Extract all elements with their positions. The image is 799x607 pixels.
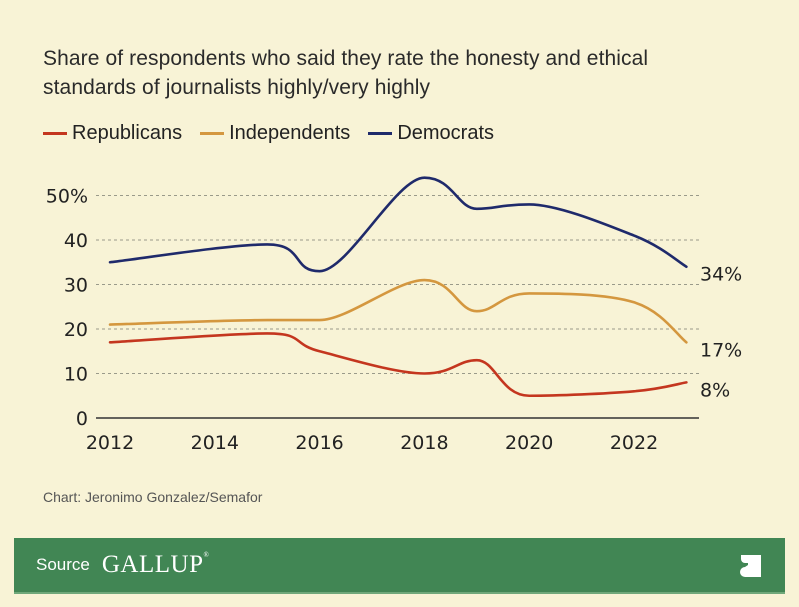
end-labels: 8% 17% 34% (700, 264, 742, 402)
legend-swatch-republicans (43, 132, 67, 135)
y-tick-label: 10 (64, 364, 88, 386)
series-line-democrats (108, 176, 688, 273)
y-tick-label: 0 (76, 408, 88, 430)
legend-item-republicans: Republicans (43, 122, 182, 145)
end-label-independents: 17% (700, 339, 742, 361)
x-tick-label: 2016 (295, 432, 343, 454)
chart-credit: Chart: Jeronimo Gonzalez/Semafor (43, 489, 263, 505)
source-name: GALLUP® (102, 551, 209, 579)
source-footer: Source GALLUP® (14, 538, 785, 594)
legend-swatch-independents (200, 132, 225, 135)
series-lines (108, 176, 688, 398)
y-axis-ticks: 0 10 20 30 40 50% (46, 186, 88, 431)
series-line-independents (108, 278, 688, 344)
legend-label-independents: Independents (229, 122, 351, 144)
legend-item-democrats: Democrats (368, 122, 494, 145)
legend-swatch-democrats (368, 132, 393, 135)
series-line-republicans (108, 332, 688, 398)
x-tick-label: 2018 (400, 432, 448, 454)
x-tick-label: 2020 (505, 432, 553, 454)
legend-label-republicans: Republicans (72, 122, 183, 144)
y-tick-label: 50% (46, 186, 88, 208)
x-tick-label: 2014 (191, 432, 239, 454)
legend-item-independents: Independents (200, 122, 350, 145)
legend-label-democrats: Democrats (397, 122, 495, 144)
semafor-logo-icon (740, 555, 761, 577)
chart-title: Share of respondents who said they rate … (43, 47, 649, 99)
x-tick-label: 2012 (86, 432, 134, 454)
x-axis-ticks: 2012 2014 2016 2018 2020 2022 (86, 432, 658, 454)
x-tick-label: 2022 (610, 432, 658, 454)
end-label-democrats: 34% (700, 264, 742, 286)
y-tick-label: 20 (64, 319, 88, 341)
registered-mark: ® (203, 551, 210, 559)
source-name-text: GALLUP (101, 551, 204, 578)
y-tick-label: 30 (64, 275, 88, 297)
y-tick-label: 40 (64, 230, 88, 252)
gridlines (96, 195, 699, 374)
source-label: Source (36, 555, 90, 574)
end-label-republicans: 8% (700, 379, 730, 401)
legend: Republicans Independents Democrats (43, 122, 512, 145)
line-chart: 0 10 20 30 40 50% 2012 2014 2016 2018 2020 2022 8%… (46, 176, 742, 454)
